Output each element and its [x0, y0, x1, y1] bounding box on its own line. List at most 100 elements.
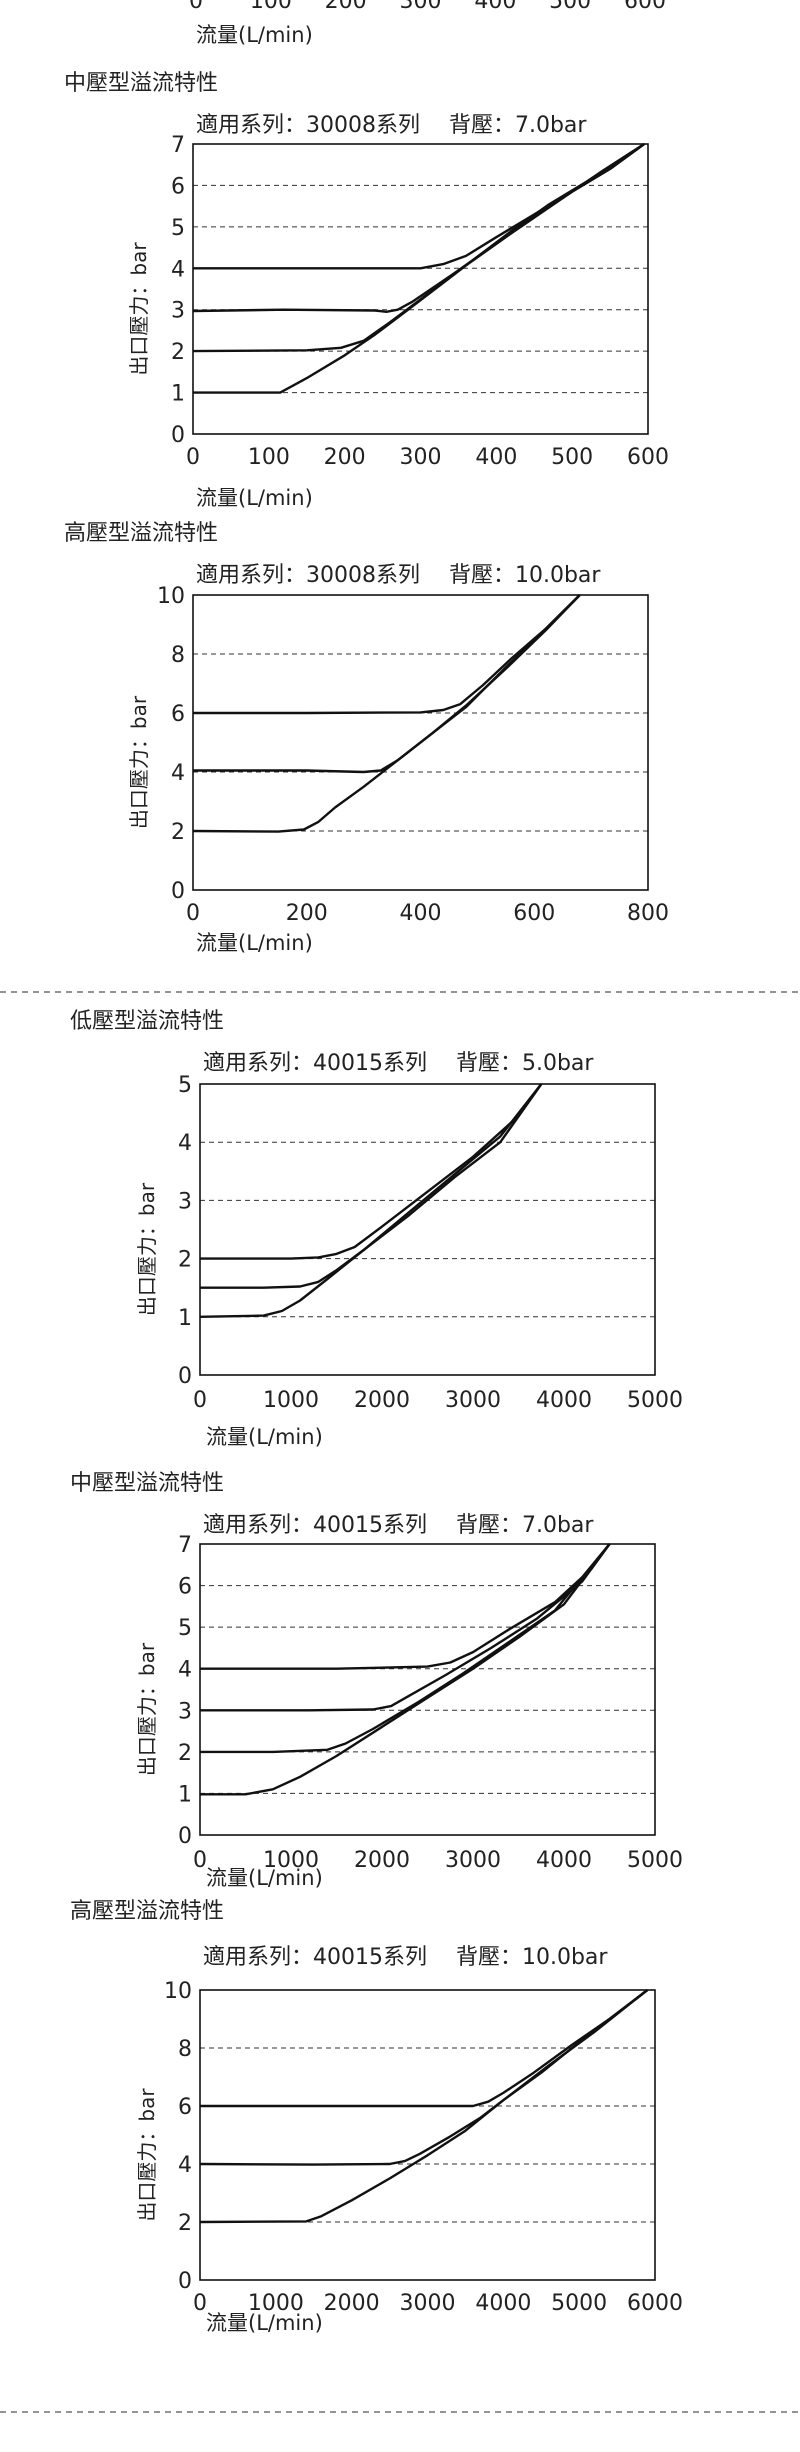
x-tick-label: 600 — [627, 445, 669, 470]
y-tick-label: 10 — [164, 1979, 192, 2004]
plot-frame — [199, 1083, 656, 1376]
y-tick-label: 2 — [178, 1741, 192, 1766]
top-x-axis-label: 流量(L/min) — [196, 23, 313, 47]
y-tick-label: 3 — [178, 1699, 192, 1724]
x-tick-label: 600 — [513, 901, 555, 926]
top-tick-label: 0 — [189, 0, 203, 14]
y-tick-label: 0 — [178, 1364, 192, 1389]
top-tick-label: 200 — [325, 0, 367, 14]
y-tick-label: 3 — [171, 299, 185, 324]
x-tick-label: 2000 — [354, 1848, 410, 1873]
chart-title: 中壓型溢流特性 — [64, 71, 218, 96]
plot-frame — [199, 1543, 656, 1836]
y-tick-label: 6 — [178, 1575, 192, 1600]
x-tick-label: 0 — [193, 1848, 207, 1873]
x-tick-label: 500 — [551, 445, 593, 470]
x-tick-label: 6000 — [627, 2291, 683, 2316]
y-tick-label: 8 — [171, 643, 185, 668]
y-axis-label: 出口壓力：bar — [135, 1182, 159, 1316]
y-tick-label: 2 — [171, 340, 185, 365]
x-tick-label: 400 — [400, 901, 442, 926]
y-tick-label: 6 — [178, 2095, 192, 2120]
y-tick-label: 2 — [171, 820, 185, 845]
top-tick-label: 100 — [250, 0, 292, 14]
y-tick-label: 5 — [178, 1073, 192, 1098]
x-tick-label: 3000 — [445, 1388, 501, 1413]
chart-subtitle: 適用系列：40015系列 背壓：5.0bar — [203, 1051, 594, 1076]
y-tick-label: 5 — [171, 216, 185, 241]
y-tick-label: 1 — [178, 1306, 192, 1331]
x-tick-label: 1000 — [263, 1388, 319, 1413]
series-line-4 — [200, 1543, 611, 1670]
plot-frame — [199, 1989, 656, 2281]
x-tick-label: 2000 — [324, 2291, 380, 2316]
x-tick-label: 1000 — [263, 1848, 319, 1873]
series-line-3 — [200, 1989, 649, 2108]
x-tick-label: 4000 — [536, 1848, 592, 1873]
chart-subtitle: 適用系列：30008系列 背壓：10.0bar — [196, 563, 601, 588]
chart-title: 高壓型溢流特性 — [64, 521, 218, 546]
y-tick-label: 0 — [178, 2269, 192, 2294]
x-tick-label: 5000 — [627, 1848, 683, 1873]
y-tick-label: 4 — [178, 2153, 192, 2178]
x-tick-label: 800 — [627, 901, 669, 926]
x-tick-label: 4000 — [536, 1388, 592, 1413]
x-axis-label: 流量(L/min) — [196, 486, 313, 510]
y-tick-label: 4 — [171, 257, 185, 282]
x-tick-label: 200 — [286, 901, 328, 926]
y-tick-label: 4 — [178, 1131, 192, 1156]
plot-frame — [192, 143, 649, 435]
chart-title: 低壓型溢流特性 — [70, 1009, 224, 1034]
x-tick-label: 0 — [193, 1388, 207, 1413]
series-line-2 — [193, 594, 581, 774]
series-line-3 — [193, 594, 581, 715]
y-axis-label: 出口壓力：bar — [135, 1642, 159, 1776]
x-tick-label: 5000 — [627, 1388, 683, 1413]
x-tick-label: 0 — [186, 901, 200, 926]
y-tick-label: 4 — [178, 1658, 192, 1683]
chart-subtitle: 適用系列：40015系列 背壓：10.0bar — [203, 1945, 608, 1970]
y-tick-label: 10 — [157, 584, 185, 609]
y-tick-label: 1 — [171, 382, 185, 407]
y-tick-label: 2 — [178, 1248, 192, 1273]
series-line-3 — [200, 1543, 611, 1712]
y-tick-label: 3 — [178, 1189, 192, 1214]
x-axis-label: 流量(L/min) — [196, 931, 313, 955]
y-tick-label: 0 — [178, 1824, 192, 1849]
x-tick-label: 3000 — [400, 2291, 456, 2316]
top-tick-label: 500 — [549, 0, 591, 14]
series-line-2 — [200, 1543, 611, 1754]
y-tick-label: 7 — [171, 133, 185, 158]
x-axis-label: 流量(L/min) — [206, 2311, 323, 2335]
y-tick-label: 2 — [178, 2211, 192, 2236]
series-line-2 — [192, 143, 645, 353]
series-line-3 — [192, 142, 645, 313]
x-tick-label: 5000 — [551, 2291, 607, 2316]
chart-title: 中壓型溢流特性 — [70, 1471, 224, 1496]
plot-frame — [192, 594, 649, 891]
y-tick-label: 8 — [178, 2037, 192, 2062]
top-tick-label: 400 — [474, 0, 516, 14]
y-axis-label: 出口壓力：bar — [135, 2088, 159, 2222]
x-tick-label: 1000 — [248, 2291, 304, 2316]
series-line-3 — [200, 1083, 543, 1260]
x-tick-label: 3000 — [445, 1848, 501, 1873]
y-tick-label: 6 — [171, 174, 185, 199]
top-tick-label: 600 — [624, 0, 666, 14]
y-tick-label: 0 — [171, 879, 185, 904]
x-tick-label: 0 — [186, 445, 200, 470]
x-axis-label: 流量(L/min) — [206, 1866, 323, 1890]
top-fragment: 0 100 200 300 400 500 600 流量(L/min) — [189, 0, 666, 47]
series-line-2 — [200, 1083, 543, 1289]
y-axis-label: 出口壓力：bar — [127, 695, 151, 829]
x-tick-label: 2000 — [354, 1388, 410, 1413]
chart-subtitle: 適用系列：40015系列 背壓：7.0bar — [203, 1513, 594, 1538]
series-line-2 — [199, 1989, 649, 2166]
top-tick-label: 300 — [400, 0, 442, 14]
